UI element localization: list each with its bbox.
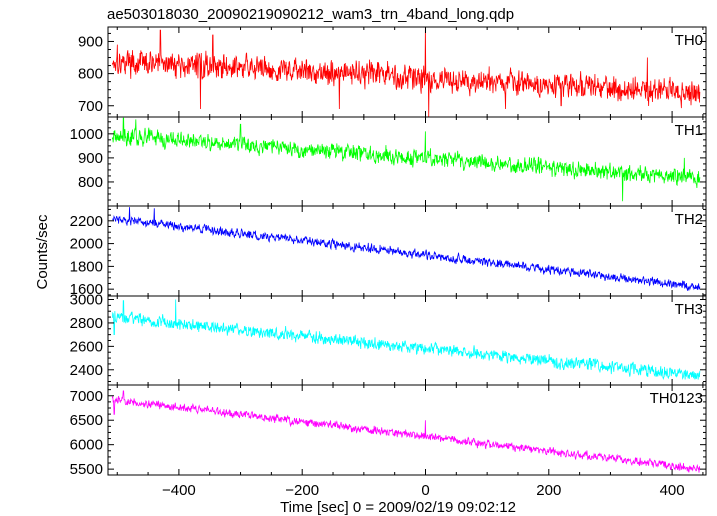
panel-th3: 2400 2600 2800 3000 TH3 — [70, 292, 707, 386]
panel-label: TH3 — [675, 301, 703, 318]
x-tick-label: 200 — [536, 482, 561, 499]
y-axis-label: Counts/sec — [34, 214, 51, 290]
x-tick-label: 400 — [660, 482, 685, 499]
y-tick-label: 900 — [78, 33, 103, 50]
y-tick-label: 3000 — [70, 292, 103, 309]
y-tick-label: 2200 — [70, 213, 103, 230]
panel-th0123: −400 −200 0 200 400 5500 6000 6500 7000 TH0123 — [70, 384, 707, 499]
y-tick-label: 2800 — [70, 315, 103, 332]
panel-frame — [107, 205, 707, 297]
series-line-th1 — [111, 117, 701, 202]
figure-title: ae503018030_20090219090212_wam3_trn_4ban… — [107, 6, 514, 23]
y-tick-label: 1800 — [70, 258, 103, 275]
series-line-th0 — [111, 27, 701, 117]
y-tick-label: 2400 — [70, 362, 103, 379]
y-tick-label: 2600 — [70, 338, 103, 355]
x-tick-label: 0 — [421, 482, 429, 499]
x-axis-label: Time [sec] 0 = 2009/02/19 09:02:12 — [280, 499, 516, 516]
series-line-th2 — [112, 207, 701, 291]
series-line-th3 — [111, 299, 701, 380]
y-tick-label: 900 — [78, 150, 103, 167]
panel-th2: 1600 1800 2000 2200 TH2 — [70, 205, 707, 298]
panel-th1: 800 900 1000 TH1 — [70, 116, 707, 207]
x-tick-label: −200 — [285, 482, 319, 499]
panel-label: TH2 — [675, 211, 703, 228]
series-line-th0123 — [111, 390, 701, 473]
panel-frame — [107, 384, 707, 476]
y-tick-label: 6000 — [70, 437, 103, 454]
y-tick-label: 7000 — [70, 388, 103, 405]
y-tick-label: 700 — [78, 98, 103, 115]
panel-label: TH0 — [675, 32, 703, 49]
y-tick-label: 1000 — [70, 126, 103, 143]
y-tick-label: 6500 — [70, 412, 103, 429]
panel-label: TH0123 — [650, 390, 703, 407]
y-tick-label: 5500 — [70, 461, 103, 478]
panel-th0: 700 800 900 TH0 — [78, 26, 707, 118]
y-tick-label: 800 — [78, 66, 103, 83]
panel-frame — [107, 295, 707, 386]
y-tick-label: 800 — [78, 174, 103, 191]
y-tick-label: 1600 — [70, 281, 103, 298]
y-tick-label: 2000 — [70, 236, 103, 253]
panel-label: TH1 — [675, 122, 703, 139]
x-tick-label: −400 — [162, 482, 196, 499]
